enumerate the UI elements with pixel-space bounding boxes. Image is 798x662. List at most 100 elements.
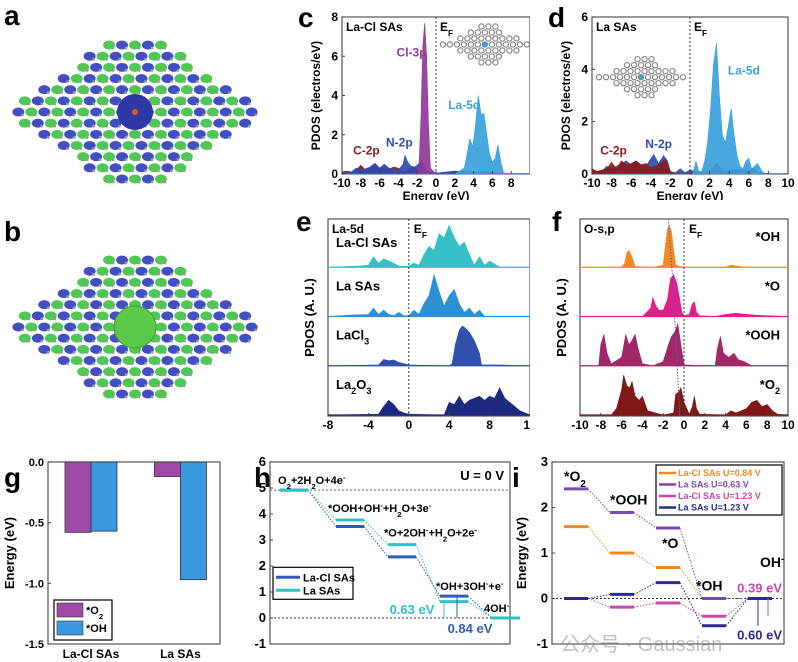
x-tick-label: -4 [637, 418, 648, 432]
connector [587, 526, 611, 554]
atom [53, 124, 57, 128]
panel-letter-g: g [4, 462, 22, 493]
atom [72, 306, 76, 310]
atom [221, 124, 225, 128]
atom [176, 158, 180, 162]
chart-i: -1 0 1 2 3 *O2 *OOH *O *OH OH- 0.39 eV 0.60 eV Energ… [514, 454, 785, 651]
atom [221, 102, 225, 106]
inset-ring [644, 73, 652, 81]
step-label: *OH+3OH-+e- [436, 579, 504, 594]
inset-ring [634, 55, 641, 63]
atom [144, 272, 147, 276]
y-axis-label: PDOS (A. U.) [554, 278, 569, 357]
atom [111, 283, 115, 287]
inset-ring [648, 79, 655, 87]
panel-letter-f: f [552, 206, 562, 237]
atom [163, 46, 167, 50]
atom [137, 158, 141, 162]
atom [150, 283, 154, 287]
series-label-cl-3p: Cl-3p [397, 45, 427, 59]
atom [53, 102, 57, 106]
structure-a-image [12, 40, 258, 184]
inset-ring [499, 35, 506, 42]
atom [241, 113, 245, 117]
atom [170, 272, 173, 276]
atom [150, 180, 154, 184]
atom [46, 350, 50, 354]
row-label: La-Cl SAs [336, 235, 397, 250]
pdos-area-row [579, 224, 789, 268]
x-tick-label: La SAs [160, 647, 201, 661]
atom [208, 102, 212, 106]
fermi-label: EF [694, 20, 707, 38]
connector [587, 598, 611, 608]
inset-ring [467, 53, 475, 60]
legend-label: La-Cl SAs U=0.84 V [678, 468, 761, 478]
x-tick-label: 0 [405, 418, 412, 432]
y-tick-label: -1.0 [25, 578, 44, 590]
inset-ring [637, 61, 645, 69]
atom [195, 295, 199, 298]
atom [66, 317, 70, 321]
atom [144, 80, 147, 83]
atom [150, 68, 154, 72]
legend-box [655, 464, 783, 516]
atom [176, 283, 180, 287]
inset-ring [488, 29, 496, 36]
inset-ring [471, 35, 478, 42]
row-label: LaCl3 [336, 328, 369, 347]
step-label: *OH [696, 578, 722, 594]
inset-ring [509, 41, 517, 48]
inset-ring [620, 67, 627, 75]
atom [137, 395, 141, 399]
x-tick-label: -10 [583, 176, 601, 190]
step-label: *O2 [564, 468, 586, 490]
atom [189, 283, 193, 287]
x-tick-label: 10 [781, 418, 795, 432]
atom [163, 395, 167, 399]
pdos-area-la-5d [342, 95, 530, 175]
overpotential-label: 0.39 eV [737, 581, 782, 596]
atom [105, 317, 108, 321]
plot-frame [47, 461, 221, 645]
panel-letter-b: b [4, 216, 22, 247]
x-tick-label: 0 [433, 176, 440, 190]
inset-ring [669, 67, 676, 75]
inset-ring [595, 73, 603, 81]
atom [208, 317, 212, 321]
atom [163, 158, 167, 162]
atom [163, 261, 167, 265]
atom [163, 135, 167, 139]
connector [467, 595, 493, 619]
inset-ring [474, 41, 482, 48]
atom [228, 328, 232, 332]
x-axis-label: Energy (eV) [403, 189, 470, 200]
inset-ring [658, 73, 666, 81]
inset-ring [634, 67, 641, 75]
atom [111, 306, 115, 310]
chart-f: *OH *O *OOH *O2 EF O-s,p -10 -8 -6 -4 -2 0 2 4 6 8 10 PDO… [554, 218, 795, 432]
atom [182, 339, 186, 343]
bar-oh [90, 461, 118, 532]
inset-ring [630, 61, 638, 69]
atom [72, 113, 76, 117]
atom [124, 395, 128, 399]
y-tick-label: 2 [581, 115, 588, 129]
legend-label: La SAs [303, 585, 340, 597]
structure-b-image [12, 255, 258, 399]
inset-ring [467, 29, 475, 36]
inset-structure [595, 55, 687, 99]
inset-ring [613, 67, 620, 75]
center-la-atom-density [113, 305, 157, 349]
inset-ring [623, 85, 631, 93]
atom [170, 339, 173, 343]
atom [170, 317, 173, 321]
atom [131, 295, 134, 298]
atom [182, 272, 186, 276]
atom [137, 350, 141, 354]
step-label: *O+2OH-+H2O+2e- [384, 525, 477, 543]
x-tick-label: 4 [470, 176, 477, 190]
fermi-label: EF [440, 20, 453, 38]
atom [98, 158, 102, 162]
atom [53, 317, 57, 321]
